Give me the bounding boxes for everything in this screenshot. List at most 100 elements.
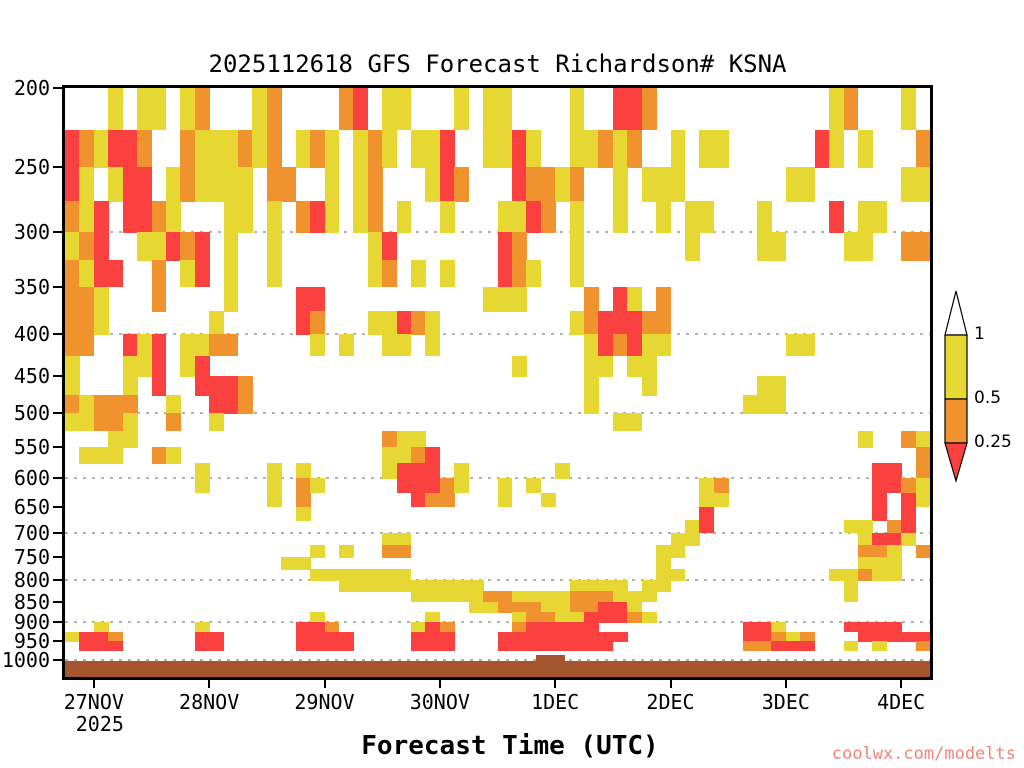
heatmap-cell: [295, 506, 311, 521]
heatmap-cell: [93, 447, 109, 464]
heatmap-cell: [627, 601, 643, 613]
heatmap-cell: [569, 580, 585, 592]
heatmap-cell: [857, 631, 873, 642]
heatmap-cell: [151, 88, 167, 131]
heatmap-cell: [497, 88, 513, 131]
heatmap-cell: [511, 641, 527, 652]
heatmap-cell: [584, 601, 599, 613]
heatmap-cell: [266, 463, 282, 479]
heatmap-cell: [584, 395, 599, 414]
heatmap-cell: [122, 201, 138, 233]
heatmap-cell: [137, 88, 152, 131]
heatmap-cell: [497, 601, 513, 613]
heatmap-cell: [425, 334, 441, 357]
plot-area: [65, 88, 930, 677]
y-tick-label: 900: [13, 610, 50, 635]
heatmap-cell: [338, 569, 354, 581]
heatmap-cell: [353, 201, 369, 233]
heatmap-cell: [411, 311, 426, 335]
heatmap-cell: [238, 376, 253, 396]
heatmap-cell: [194, 463, 210, 479]
x-tick-mark: [92, 679, 95, 688]
heatmap-cell: [93, 260, 109, 288]
heatmap-cell: [108, 88, 124, 131]
heatmap-cell: [857, 520, 873, 534]
heatmap-cell: [843, 88, 859, 131]
heatmap-cell: [569, 311, 585, 335]
heatmap-cell: [483, 88, 498, 131]
heatmap-cell: [108, 641, 124, 652]
heatmap-cell: [800, 334, 816, 357]
heatmap-cell: [569, 201, 585, 233]
heatmap-cell: [526, 201, 542, 233]
heatmap-cell: [382, 463, 398, 479]
heatmap-cell: [757, 201, 772, 233]
y-tick-label: 950: [13, 629, 50, 654]
y-tick-mark: [53, 556, 62, 559]
heatmap-cell: [266, 201, 282, 233]
heatmap-cell: [699, 201, 715, 233]
heatmap-cell: [526, 260, 542, 288]
heatmap-cell: [785, 334, 801, 357]
heatmap-cell: [310, 545, 325, 558]
y-tick-mark: [53, 87, 62, 89]
heatmap-cell: [627, 286, 643, 312]
y-tick-mark: [53, 600, 62, 603]
heatmap-cell: [65, 260, 80, 288]
heatmap-cell: [382, 569, 398, 581]
heatmap-cell: [915, 631, 930, 642]
heatmap-cell: [555, 591, 571, 603]
heatmap-cell: [641, 334, 657, 357]
heatmap-cell: [843, 622, 859, 633]
heatmap-cell: [295, 631, 311, 642]
heatmap-cell: [526, 591, 542, 603]
heatmap-cell: [670, 167, 686, 202]
heatmap-cell: [324, 129, 340, 168]
colorbar-below-min-triangle: [944, 442, 968, 484]
heatmap-cell: [829, 129, 844, 168]
heatmap-cell: [468, 580, 484, 592]
heatmap-cell: [151, 334, 167, 357]
heatmap-cell: [382, 545, 398, 558]
heatmap-cell: [684, 201, 700, 233]
heatmap-cell: [454, 463, 470, 479]
heatmap-cell: [526, 478, 542, 494]
heatmap-cell: [915, 430, 930, 448]
heatmap-cell: [526, 612, 542, 623]
heatmap-cell: [555, 463, 571, 479]
heatmap-cell: [324, 631, 340, 642]
terrain-surface: [65, 661, 930, 677]
y-tick-label: 250: [13, 155, 50, 180]
heatmap-cell: [396, 430, 412, 448]
heatmap-cell: [857, 545, 873, 558]
heatmap-cell: [425, 591, 441, 603]
heatmap-cell: [915, 641, 930, 652]
heatmap-cell: [670, 569, 686, 581]
heatmap-cell: [310, 201, 325, 233]
heatmap-cell: [497, 492, 513, 508]
heatmap-cell: [238, 167, 253, 202]
heatmap-cell: [612, 286, 628, 312]
heatmap-cell: [627, 591, 643, 603]
heatmap-cell: [684, 532, 700, 546]
heatmap-cell: [886, 569, 902, 581]
heatmap-cell: [367, 232, 383, 261]
heatmap-cell: [511, 201, 527, 233]
heatmap-cell: [511, 286, 527, 312]
heatmap-cell: [238, 129, 253, 168]
heatmap-cell: [194, 260, 210, 288]
heatmap-cell: [757, 232, 772, 261]
y-tick-label: 1000: [1, 647, 50, 672]
heatmap-cell: [886, 478, 902, 494]
heatmap-cell: [382, 430, 398, 448]
y-tick-mark: [53, 166, 62, 169]
heatmap-cell: [382, 311, 398, 335]
heatmap-cell: [511, 601, 527, 613]
heatmap-cell: [843, 580, 859, 592]
heatmap-cell: [526, 641, 542, 652]
heatmap-cell: [324, 167, 340, 202]
heatmap-cell: [483, 129, 498, 168]
heatmap-cell: [151, 286, 167, 312]
heatmap-cell: [180, 129, 196, 168]
heatmap-cell: [93, 622, 109, 633]
